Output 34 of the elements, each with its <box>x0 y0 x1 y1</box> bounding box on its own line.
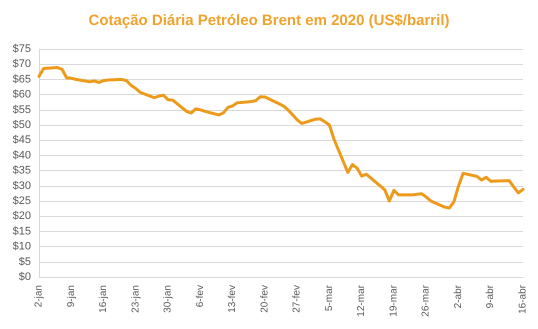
x-tick-label: 6-fev <box>194 285 206 308</box>
y-tick-label: $5 <box>18 256 31 268</box>
x-tick-label: 13-fev <box>227 285 238 313</box>
x-tick-label: 9-abr <box>485 284 496 308</box>
y-tick-label: $65 <box>12 73 31 86</box>
x-tick-label: 30-jan <box>162 285 174 313</box>
x-tick-label: 27-fev <box>292 285 303 313</box>
x-tick-label: 9-jan <box>66 285 77 308</box>
x-tick-label: 23-jan <box>130 285 142 313</box>
y-tick-label: $30 <box>12 180 31 192</box>
y-tick-label: $75 <box>12 43 31 55</box>
y-tick-label: $50 <box>12 119 31 131</box>
y-tick-label: $15 <box>12 225 31 238</box>
y-tick-label: $0 <box>18 271 31 283</box>
y-tick-label: $10 <box>12 240 31 253</box>
y-tick-label: $60 <box>12 88 31 101</box>
x-tick-label: 5-mar <box>324 284 335 312</box>
x-tick-label: 20-fev <box>259 285 270 313</box>
y-tick-label: $20 <box>12 210 31 222</box>
x-tick-label: 2-jan <box>34 285 44 308</box>
y-tick-label: $55 <box>12 104 31 116</box>
x-tick-label: 12-mar <box>356 284 368 317</box>
x-tick-label: 16-abr <box>518 284 528 314</box>
x-tick-label: 2-abr <box>452 284 464 308</box>
chart-title: Cotação Diária Petróleo Brent em 2020 (US$/barril) <box>88 12 450 29</box>
x-tick-label: 16-jan <box>98 285 110 313</box>
y-tick-label: $35 <box>12 164 31 177</box>
y-tick-label: $70 <box>12 58 31 70</box>
y-tick-label: $25 <box>12 195 31 207</box>
y-tick-label: $40 <box>12 149 31 162</box>
y-tick-label: $45 <box>12 134 31 146</box>
line-series <box>38 66 524 210</box>
x-tick-label: 26-mar <box>420 284 432 317</box>
x-tick-label: 19-mar <box>388 284 400 317</box>
